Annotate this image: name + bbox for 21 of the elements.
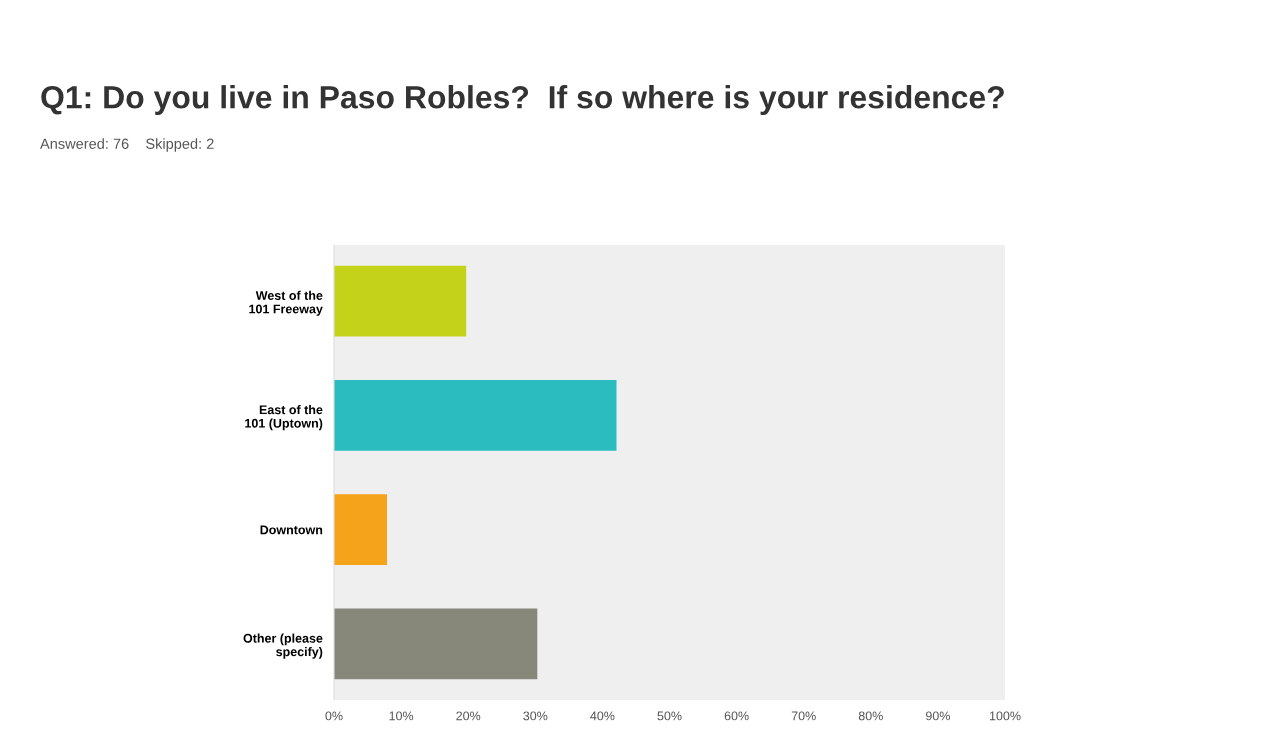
x-tick-label: 90% [925,711,950,721]
x-tick-label: 70% [791,711,816,721]
y-tick-label: Downtown [260,525,323,535]
x-tick-label: 0% [325,711,343,721]
bar [334,265,467,337]
bar [334,494,388,566]
x-tick-label: 100% [989,711,1021,721]
text: Answered: 76 Skipped: 2 [40,138,214,152]
y-tick-label: West of the 101 Freeway [249,290,323,316]
x-tick-label: 10% [389,711,414,721]
x-tick-label: 60% [724,711,749,721]
chart-title: Q1: Do you live in Paso Robles? If so where is your residence? [41,85,1004,115]
y-tick-label: East of the 101 (Uptown) [245,405,323,431]
bar [334,608,538,680]
x-tick-label: 80% [858,711,883,721]
x-tick-label: 40% [590,711,615,721]
x-tick-label: 50% [657,711,682,721]
x-tick-label: 20% [456,711,481,721]
x-tick-label: 30% [523,711,548,721]
y-tick-label: Other (please specify) [243,633,323,659]
bar [334,379,617,451]
